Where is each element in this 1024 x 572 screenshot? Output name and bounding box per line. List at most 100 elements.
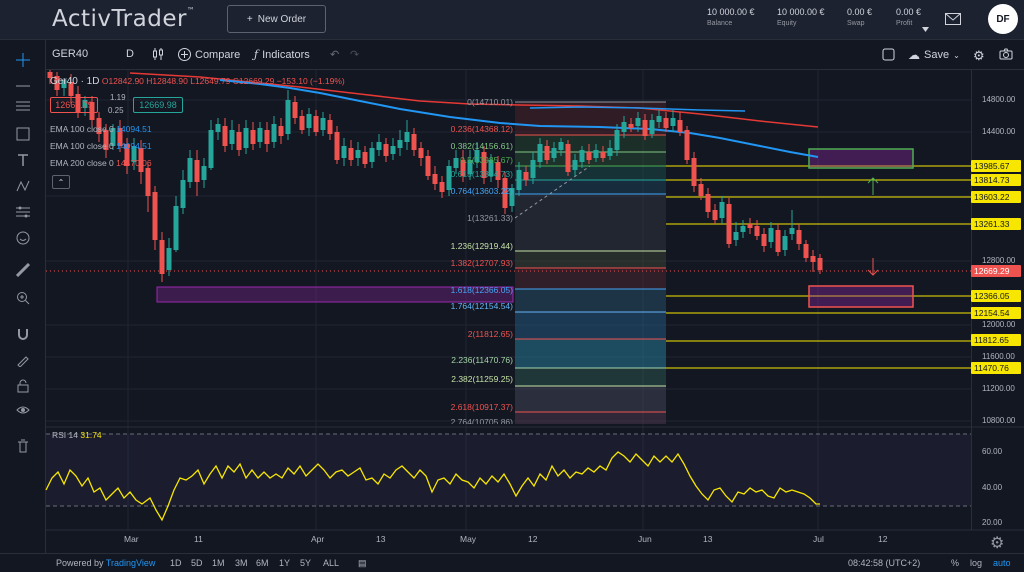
pencil-lock-icon[interactable] xyxy=(15,352,31,368)
goto-date-button[interactable]: ▤ xyxy=(358,558,367,569)
rectangle-icon[interactable] xyxy=(15,126,31,142)
settings-button[interactable]: ⚙ xyxy=(973,48,985,64)
chevron-down-icon: ⌄ xyxy=(953,50,960,60)
interval-button[interactable]: D xyxy=(126,48,134,60)
sell-price-button[interactable]: 12668.79 xyxy=(50,97,98,113)
lock-icon[interactable] xyxy=(15,378,31,394)
candle-body xyxy=(187,158,193,182)
spread-top: 1.19 xyxy=(110,93,126,102)
fib-level-label: 0.382(14156.61) xyxy=(450,141,513,151)
ema3-legend[interactable]: EMA 200 close 0 14470.06 xyxy=(50,158,152,168)
candle-body xyxy=(719,202,725,218)
axis-settings-button[interactable]: ⚙ xyxy=(990,533,1004,553)
undo-button[interactable]: ↶ xyxy=(330,48,339,61)
new-order-button[interactable]: + New Order xyxy=(227,5,326,33)
fullscreen-button[interactable] xyxy=(882,48,895,61)
text-icon[interactable] xyxy=(15,152,31,168)
cloud-icon: ☁ xyxy=(908,48,920,62)
ema1-value: 14094.51 xyxy=(116,124,152,134)
zoom-icon[interactable] xyxy=(15,290,31,306)
range-button-6m[interactable]: 6M xyxy=(256,558,269,568)
range-button-1y[interactable]: 1Y xyxy=(279,558,291,568)
candle-body xyxy=(264,130,270,144)
candle-body xyxy=(810,256,816,262)
candle-body xyxy=(621,122,627,132)
candle-body xyxy=(467,160,473,174)
log-toggle[interactable]: log xyxy=(970,558,983,568)
candle-body xyxy=(327,120,333,134)
eye-icon[interactable] xyxy=(15,402,31,418)
level-lines xyxy=(666,165,971,369)
save-label: Save xyxy=(924,49,950,61)
price-tag: 13603.22 xyxy=(971,191,1021,203)
symbol-label: GER40 xyxy=(52,48,89,60)
magnet-icon[interactable] xyxy=(15,326,31,342)
save-button[interactable]: ☁ Save ⌄ xyxy=(908,48,960,62)
candle-body xyxy=(509,188,515,206)
candle-body xyxy=(201,166,207,180)
chart-type-button[interactable] xyxy=(152,48,164,60)
auto-toggle[interactable]: auto xyxy=(993,558,1011,568)
candle-body xyxy=(152,192,158,240)
fib-level-label: 1(13261.33) xyxy=(467,213,513,223)
caret-down-icon[interactable] xyxy=(922,27,929,32)
top-bar: ActivTrader™ + New Order 10 000.00 € Balan… xyxy=(0,0,1024,40)
ema1-legend[interactable]: EMA 100 close 0 14094.51 xyxy=(50,124,152,134)
range-button-1m[interactable]: 1M xyxy=(212,558,225,568)
compare-button[interactable]: Compare xyxy=(178,48,240,61)
candle-body xyxy=(761,234,767,246)
ruler-icon[interactable] xyxy=(15,262,31,278)
candle-body xyxy=(789,228,795,234)
percent-toggle[interactable]: % xyxy=(951,558,960,568)
fib-icon[interactable] xyxy=(15,204,31,220)
profit-stat[interactable]: 0.00 € Profit xyxy=(896,7,921,27)
redo-icon: ↷ xyxy=(350,49,360,61)
range-button-1d[interactable]: 1D xyxy=(170,558,182,568)
crosshair-icon[interactable] xyxy=(15,52,31,68)
rsi-legend[interactable]: RSI 14 31.74 xyxy=(52,430,102,440)
candle-body xyxy=(677,120,683,132)
indicators-button[interactable]: ƒ Indicators xyxy=(254,48,310,61)
price-tag: 12366.05 xyxy=(971,290,1021,302)
pattern-icon[interactable] xyxy=(15,178,31,194)
symbol-legend: Ger40 · 1D O12842.90 H12848.90 L12649.79… xyxy=(50,76,345,87)
candle-body xyxy=(425,156,431,176)
equity-stat: 10 000.00 € Equity xyxy=(777,7,825,27)
trash-icon[interactable] xyxy=(15,438,31,454)
candle-body xyxy=(103,130,109,150)
buy-price-button[interactable]: 12669.98 xyxy=(133,97,183,113)
range-button-5d[interactable]: 5D xyxy=(191,558,203,568)
candle-body xyxy=(397,140,403,148)
fib-level-label: 1.382(12707.93) xyxy=(450,258,513,268)
trend-line-icon[interactable] xyxy=(15,78,31,94)
symbol-search-button[interactable]: GER40 xyxy=(52,48,88,60)
plus-circle-icon xyxy=(178,48,191,61)
candle-body xyxy=(593,150,599,158)
collapse-legend-button[interactable]: ⌃ xyxy=(52,175,70,189)
candle-body xyxy=(740,226,746,232)
snapshot-button[interactable] xyxy=(999,48,1013,60)
range-button-all[interactable]: ALL xyxy=(323,558,340,568)
candle-body xyxy=(488,160,494,176)
equity-label: Equity xyxy=(777,20,797,27)
ema2-legend[interactable]: EMA 100 close 0 14094.51 xyxy=(50,141,152,151)
smiley-icon[interactable] xyxy=(15,230,31,246)
range-button-5y[interactable]: 5Y xyxy=(300,558,312,568)
candle-body xyxy=(390,146,396,154)
mail-icon[interactable] xyxy=(945,13,961,25)
candle-body xyxy=(733,232,739,240)
chevron-up-icon: ⌃ xyxy=(57,177,65,187)
candle-body xyxy=(376,142,382,150)
redo-button[interactable]: ↷ xyxy=(350,48,359,61)
price-tick: 14400.00 xyxy=(982,127,1016,136)
horizontal-lines-icon[interactable] xyxy=(15,98,31,114)
avatar[interactable]: DF xyxy=(988,4,1018,34)
fib-level-label: 1.236(12919.44) xyxy=(450,241,513,251)
price-tag: 12154.54 xyxy=(971,307,1021,319)
candle-body xyxy=(453,158,459,168)
powered-by[interactable]: Powered by TradingView xyxy=(56,558,155,568)
range-button-3m[interactable]: 3M xyxy=(235,558,248,568)
candle-body xyxy=(411,134,417,150)
time-tick: Jul xyxy=(813,534,824,544)
